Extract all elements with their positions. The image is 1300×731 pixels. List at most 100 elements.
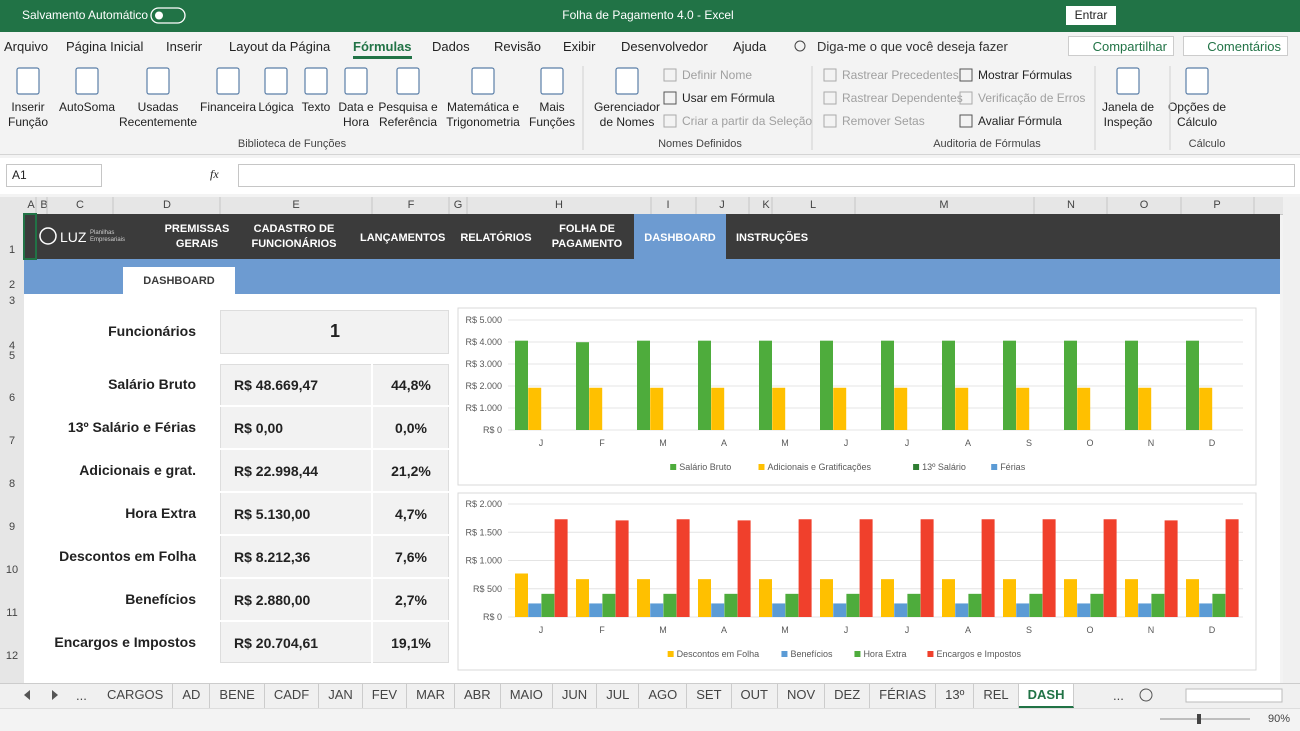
row-header: 4: [8, 340, 16, 352]
nav-item[interactable]: CADASTRO DE FUNCIONÁRIOS: [251, 223, 337, 250]
ribbon-small-button[interactable]: Avaliar Fórmula: [978, 114, 1062, 128]
nav-item[interactable]: DASHBOARD: [644, 232, 716, 244]
vertical-scrollbar[interactable]: [1283, 197, 1300, 683]
x-tick-label: M: [659, 438, 667, 448]
ribbon-button-label[interactable]: Gerenciador: [593, 100, 661, 114]
ribbon-button-label[interactable]: Inserir: [11, 100, 45, 114]
sheet-tab[interactable]: FÉRIAS: [870, 684, 937, 708]
sheet-tab[interactable]: AD: [173, 684, 211, 708]
ribbon-tab[interactable]: Dados: [432, 39, 470, 54]
ribbon-button-label[interactable]: Matemática e: [446, 100, 520, 114]
ribbon-small-button[interactable]: Criar a partir da Seleção: [682, 114, 813, 128]
name-box[interactable]: [6, 164, 102, 187]
ribbon-button-label[interactable]: Função: [7, 115, 49, 129]
kpi-share: 21,2%: [391, 463, 431, 479]
fx-button[interactable]: fx: [210, 167, 219, 181]
nav-item[interactable]: INSTRUÇÕES: [735, 232, 809, 244]
sheet-tab[interactable]: DEZ: [825, 684, 871, 708]
ribbon-button-label[interactable]: Mais: [539, 100, 565, 114]
ribbon-small-button[interactable]: Rastrear Precedentes: [842, 68, 959, 82]
sheet-tab[interactable]: FEV: [363, 684, 408, 708]
legend-label: Descontos em Folha: [677, 649, 760, 659]
sheet-tab[interactable]: CARGOS: [98, 684, 174, 708]
ribbon-tab[interactable]: Inserir: [166, 39, 203, 54]
ribbon-button-label[interactable]: Financeira: [199, 100, 257, 114]
ribbon-button-label[interactable]: Trigonometria: [446, 115, 520, 129]
column-header: G: [453, 199, 463, 211]
subtab-bg: [123, 267, 235, 294]
ribbon-icon: [16, 67, 40, 95]
sheet-tab[interactable]: BENE: [210, 684, 265, 708]
sheet-overflow[interactable]: ...: [76, 688, 87, 703]
small-icon: [663, 114, 677, 128]
bar: [1125, 579, 1138, 617]
ribbon-small-button[interactable]: Definir Nome: [682, 68, 753, 82]
kpi-share: 4,7%: [395, 506, 427, 522]
sheet-tab[interactable]: JUL: [597, 684, 640, 708]
ribbon-button-label[interactable]: Usadas: [137, 100, 179, 114]
ribbon-small-button[interactable]: Usar em Fórmula: [682, 91, 775, 105]
ribbon-tab[interactable]: Revisão: [494, 39, 541, 54]
formula-input[interactable]: [238, 164, 1295, 187]
sheet-tab[interactable]: NOV: [778, 684, 826, 708]
ribbon-small-button[interactable]: Rastrear Dependentes: [842, 91, 963, 105]
x-tick-label: M: [781, 625, 789, 635]
signin-button[interactable]: Entrar: [1066, 6, 1116, 25]
ribbon-tab[interactable]: Fórmulas: [353, 39, 412, 59]
sheet-tab[interactable]: REL: [974, 684, 1019, 708]
ribbon-button-label[interactable]: Inspeção: [1103, 115, 1153, 129]
ribbon-tab[interactable]: Arquivo: [4, 39, 49, 54]
sheet-tab[interactable]: DASH: [1018, 684, 1075, 708]
ribbon-button-label[interactable]: Hora: [342, 115, 370, 129]
ribbon-tab[interactable]: Ajuda: [733, 39, 767, 54]
legend-label: Adicionais e Gratificações: [768, 462, 872, 472]
sheet-tab[interactable]: CADF: [265, 684, 320, 708]
ribbon-icon: [471, 67, 495, 95]
sheet-tab[interactable]: ABR: [455, 684, 501, 708]
nav-item[interactable]: LANÇAMENTOS: [360, 232, 446, 244]
ribbon-button-label[interactable]: Pesquisa e: [378, 100, 438, 114]
sheet-tab[interactable]: AGO: [639, 684, 688, 708]
ribbon-button-label[interactable]: Lógica: [258, 100, 294, 114]
ribbon-button-label[interactable]: Funções: [528, 115, 576, 129]
bar: [1090, 593, 1104, 617]
ribbon-button-label[interactable]: de Nomes: [599, 115, 655, 129]
sheet-tab[interactable]: MAIO: [501, 684, 553, 708]
nav-item[interactable]: RELATÓRIOS: [460, 232, 532, 244]
ribbon-button-label[interactable]: Cálculo: [1176, 115, 1218, 129]
ribbon-button-label[interactable]: Recentemente: [118, 115, 198, 129]
ribbon-small-button[interactable]: Verificação de Erros: [978, 91, 1086, 105]
ribbon-tab[interactable]: Layout da Página: [229, 39, 331, 54]
search-box[interactable]: Diga-me o que você deseja fazer: [817, 39, 1008, 54]
sheet-tab[interactable]: 13º: [936, 684, 975, 708]
nav-item[interactable]: PREMISSAS GERAIS: [164, 223, 230, 250]
ribbon-button-label[interactable]: Opções de: [1167, 100, 1227, 114]
sheet-tab[interactable]: MAR: [407, 684, 455, 708]
zoom-level[interactable]: 90%: [1268, 713, 1291, 725]
sheet-overflow-right[interactable]: ...: [1113, 688, 1124, 703]
ribbon-tab[interactable]: Desenvolvedor: [621, 39, 708, 54]
sheet-tab[interactable]: JAN: [319, 684, 363, 708]
ribbon-group-label: Auditoria de Fórmulas: [933, 138, 1041, 150]
ribbon-button-label[interactable]: AutoSoma: [58, 100, 116, 114]
ribbon-tab[interactable]: Exibir: [563, 39, 596, 54]
sheet-tab[interactable]: OUT: [732, 684, 778, 708]
sheet-tab[interactable]: SET: [687, 684, 732, 708]
nav-item[interactable]: FOLHA DE PAGAMENTO: [551, 223, 623, 250]
ribbon-tab[interactable]: Página Inicial: [66, 39, 144, 54]
share-button[interactable]: Compartilhar: [1068, 36, 1174, 56]
sheet-tab[interactable]: JUN: [553, 684, 598, 708]
ribbon-small-button[interactable]: Mostrar Fórmulas: [978, 68, 1073, 82]
column-header: L: [809, 199, 817, 211]
ribbon-button-label[interactable]: Referência: [378, 115, 438, 129]
ribbon-button-label[interactable]: Data e: [338, 100, 374, 114]
ribbon-icon: [540, 67, 564, 95]
ribbon-small-button[interactable]: Remover Setas: [842, 114, 925, 128]
subtab[interactable]: DASHBOARD: [143, 275, 215, 287]
comments-button[interactable]: Comentários: [1183, 36, 1288, 56]
ribbon-button-label[interactable]: Janela de: [1101, 100, 1155, 114]
y-tick-label: R$ 500: [473, 584, 502, 594]
ribbon-button-label[interactable]: Texto: [301, 100, 331, 114]
ribbon-icon: [1116, 67, 1140, 95]
